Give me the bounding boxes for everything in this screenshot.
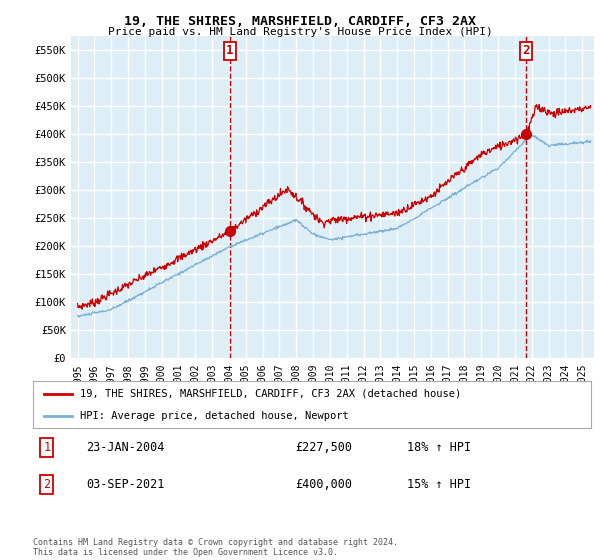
Text: 2: 2 [523, 44, 530, 57]
Text: 03-SEP-2021: 03-SEP-2021 [86, 478, 164, 491]
Text: Contains HM Land Registry data © Crown copyright and database right 2024.
This d: Contains HM Land Registry data © Crown c… [33, 538, 398, 557]
Text: £400,000: £400,000 [295, 478, 352, 491]
Text: HPI: Average price, detached house, Newport: HPI: Average price, detached house, Newp… [80, 410, 349, 421]
Text: Price paid vs. HM Land Registry's House Price Index (HPI): Price paid vs. HM Land Registry's House … [107, 27, 493, 37]
Text: 18% ↑ HPI: 18% ↑ HPI [407, 441, 471, 454]
Text: 1: 1 [226, 44, 234, 57]
Text: 2: 2 [43, 478, 50, 491]
Text: 15% ↑ HPI: 15% ↑ HPI [407, 478, 471, 491]
Text: 19, THE SHIRES, MARSHFIELD, CARDIFF, CF3 2AX: 19, THE SHIRES, MARSHFIELD, CARDIFF, CF3… [124, 15, 476, 27]
Text: £227,500: £227,500 [295, 441, 352, 454]
Text: 19, THE SHIRES, MARSHFIELD, CARDIFF, CF3 2AX (detached house): 19, THE SHIRES, MARSHFIELD, CARDIFF, CF3… [80, 389, 461, 399]
Text: 23-JAN-2004: 23-JAN-2004 [86, 441, 164, 454]
Text: 1: 1 [43, 441, 50, 454]
